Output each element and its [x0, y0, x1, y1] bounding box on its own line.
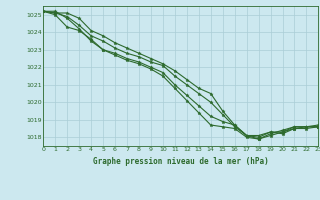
- X-axis label: Graphe pression niveau de la mer (hPa): Graphe pression niveau de la mer (hPa): [93, 157, 269, 166]
